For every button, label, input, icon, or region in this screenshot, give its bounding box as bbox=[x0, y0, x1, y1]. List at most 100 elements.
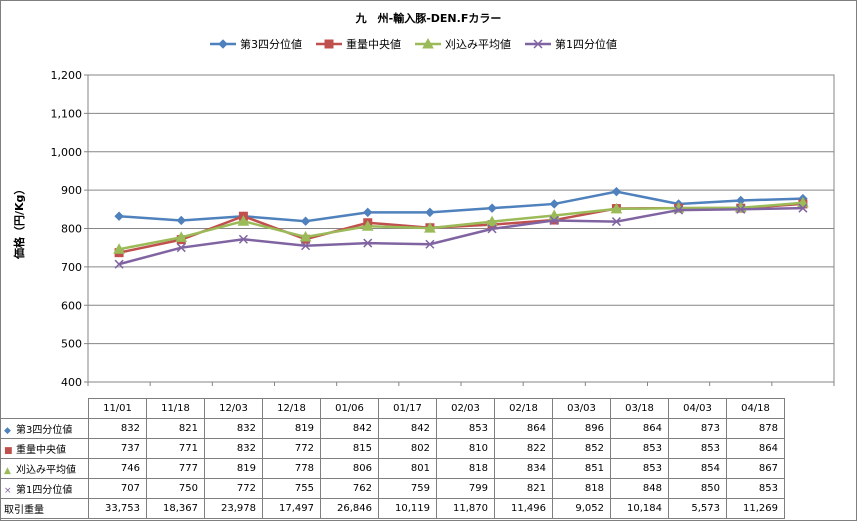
data-label: 799 bbox=[436, 478, 495, 499]
legend-swatch bbox=[210, 39, 236, 49]
y-tick-label: 800 bbox=[61, 223, 82, 236]
data-label: 802 bbox=[378, 438, 437, 459]
data-label: 10,184 bbox=[610, 498, 669, 519]
data-label: 851 bbox=[552, 458, 611, 479]
legend-marker bbox=[218, 39, 228, 49]
data-label: 821 bbox=[146, 418, 205, 439]
series-line bbox=[118, 206, 803, 266]
data-label: 778 bbox=[262, 458, 321, 479]
data-label: 777 bbox=[146, 458, 205, 479]
legend-label: 第1四分位値 bbox=[555, 38, 617, 51]
data-label: 11,269 bbox=[726, 498, 785, 519]
table-row: × 第1四分位値 707 750 772 755 762 759 799 821 818 848 850… bbox=[0, 478, 785, 499]
row-marker-icon: ■ bbox=[4, 446, 13, 456]
row-label: × 第1四分位値 bbox=[0, 478, 89, 499]
x-tick-label: 01/17 bbox=[378, 398, 437, 419]
x-tick-label: 11/01 bbox=[88, 398, 147, 419]
data-point bbox=[113, 243, 125, 254]
data-point bbox=[114, 211, 124, 221]
data-point bbox=[300, 216, 311, 226]
y-tick-label: 500 bbox=[61, 338, 82, 351]
data-label: 864 bbox=[726, 438, 785, 459]
table-corner bbox=[0, 398, 89, 419]
data-label: 822 bbox=[494, 438, 553, 459]
legend-swatch bbox=[316, 39, 342, 49]
legend-label: 刈込み平均値 bbox=[445, 38, 511, 51]
legend-label: 重量中央値 bbox=[346, 38, 401, 51]
data-label: 806 bbox=[320, 458, 379, 479]
data-label: 819 bbox=[262, 418, 321, 439]
x-tick-label: 03/03 bbox=[552, 398, 611, 419]
data-point bbox=[238, 234, 248, 244]
table-row: ◆ 第3四分位値 832 821 832 819 842 842 853 864 896 864 873… bbox=[0, 418, 785, 439]
data-label: 853 bbox=[610, 438, 669, 459]
data-label: 850 bbox=[668, 478, 727, 499]
row-label-text: 刈込み平均値 bbox=[16, 465, 76, 476]
row-label-text: 取引重量 bbox=[4, 505, 44, 516]
data-label: 10,119 bbox=[378, 498, 437, 519]
data-point bbox=[425, 239, 435, 249]
data-label: 23,978 bbox=[204, 498, 263, 519]
legend-entry: 刈込み平均値 bbox=[415, 36, 511, 52]
data-label: 772 bbox=[262, 438, 321, 459]
data-point bbox=[611, 217, 621, 227]
data-label: 755 bbox=[262, 478, 321, 499]
data-label: 11,870 bbox=[436, 498, 495, 519]
data-label: 896 bbox=[552, 418, 611, 439]
x-tick-label: 03/18 bbox=[610, 398, 669, 419]
data-label: 9,052 bbox=[552, 498, 611, 519]
legend-entry: 重量中央値 bbox=[316, 36, 401, 52]
data-label: 707 bbox=[88, 478, 147, 499]
data-label: 842 bbox=[320, 418, 379, 439]
data-label: 801 bbox=[378, 458, 437, 479]
table-row: ■ 重量中央値 737 771 832 772 815 802 810 822 852 853 853 8… bbox=[0, 438, 785, 459]
data-label: 873 bbox=[668, 418, 727, 439]
x-tick-label: 12/03 bbox=[204, 398, 263, 419]
data-label: 832 bbox=[88, 418, 147, 439]
data-label: 878 bbox=[726, 418, 785, 439]
row-marker-icon: ◆ bbox=[4, 426, 11, 436]
y-tick-label: 1,000 bbox=[51, 146, 83, 159]
data-label: 759 bbox=[378, 478, 437, 499]
data-label: 746 bbox=[88, 458, 147, 479]
data-point bbox=[610, 202, 623, 214]
data-point bbox=[361, 220, 374, 231]
row-marker-icon: ▲ bbox=[4, 466, 11, 476]
legend-swatch bbox=[525, 39, 551, 49]
data-label: 848 bbox=[610, 478, 669, 499]
data-label: 33,753 bbox=[88, 498, 147, 519]
y-tick-label: 700 bbox=[61, 261, 82, 274]
data-label: 867 bbox=[726, 458, 785, 479]
legend-marker bbox=[422, 38, 434, 49]
data-label: 853 bbox=[436, 418, 495, 439]
data-label: 819 bbox=[204, 458, 263, 479]
data-point bbox=[798, 203, 808, 213]
legend-entry: 第3四分位値 bbox=[210, 36, 302, 52]
data-label: 11,496 bbox=[494, 498, 553, 519]
series-1 bbox=[114, 186, 808, 226]
y-tick-label: 1,100 bbox=[51, 107, 83, 120]
series-line bbox=[118, 201, 804, 251]
data-label: 854 bbox=[668, 458, 727, 479]
data-label: 750 bbox=[146, 478, 205, 499]
data-point bbox=[363, 207, 373, 218]
row-label: ◆ 第3四分位値 bbox=[0, 418, 89, 439]
legend-entry: 第1四分位値 bbox=[525, 36, 617, 52]
data-point bbox=[114, 259, 124, 269]
row-label: ■ 重量中央値 bbox=[0, 438, 89, 459]
data-point bbox=[611, 186, 622, 197]
data-label: 771 bbox=[146, 438, 205, 459]
x-tick-label: 01/06 bbox=[320, 398, 379, 419]
x-tick-label: 11/18 bbox=[146, 398, 205, 419]
table-row: ▲ 刈込み平均値 746 777 819 778 806 801 818 834 851 853 854… bbox=[0, 458, 785, 479]
table-header-row: 11/01 11/18 12/03 12/18 01/06 01/17 02/03 02/18… bbox=[0, 398, 785, 419]
y-tick-label: 1,200 bbox=[51, 69, 83, 82]
data-label: 772 bbox=[204, 478, 263, 499]
row-label: ▲ 刈込み平均値 bbox=[0, 458, 89, 479]
data-label: 853 bbox=[726, 478, 785, 499]
data-point bbox=[299, 230, 312, 242]
series-4 bbox=[114, 203, 808, 269]
data-label: 818 bbox=[552, 478, 611, 499]
data-point bbox=[549, 199, 559, 209]
data-label: 818 bbox=[436, 458, 495, 479]
